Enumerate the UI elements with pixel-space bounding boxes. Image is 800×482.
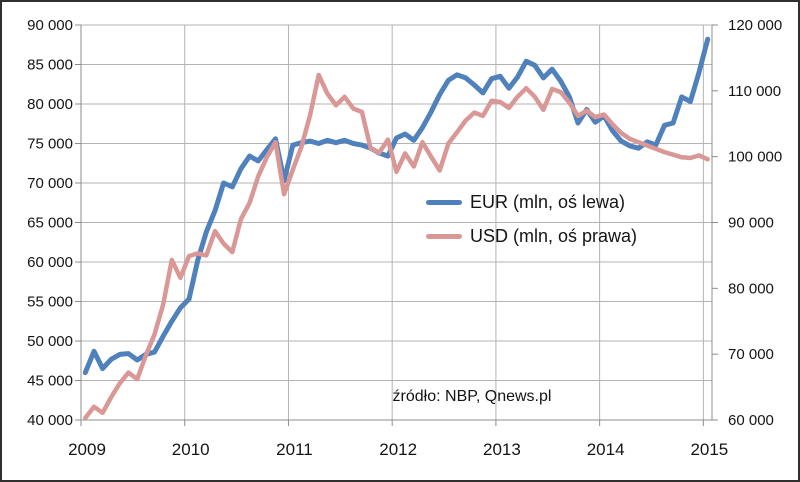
legend-item-eur: EUR (mln, oś lewa): [426, 192, 625, 213]
x-tick-label: 2014: [587, 440, 625, 459]
usd-legend-line: [426, 234, 462, 239]
y-right-tick-label: 100 000: [728, 149, 782, 166]
usd-legend-label: USD (mln, oś prawa): [470, 226, 638, 246]
x-tick-label: 2009: [68, 440, 106, 459]
usd-line: [83, 72, 710, 421]
y-left-tick-label: 60 000: [27, 254, 73, 271]
x-tick-label: 2010: [172, 440, 210, 459]
x-tick-label: 2015: [690, 440, 728, 459]
y-left-tick-label: 40 000: [27, 412, 73, 429]
y-left-tick-label: 50 000: [27, 333, 73, 350]
y-left-tick-label: 45 000: [27, 373, 73, 390]
y-right-tick-label: 80 000: [728, 280, 774, 297]
y-left-tick-label: 90 000: [27, 17, 73, 34]
y-left-tick-label: 55 000: [27, 294, 73, 311]
y-right-tick-label: 60 000: [728, 412, 774, 429]
y-left-tick-label: 70 000: [27, 175, 73, 192]
y-left-tick-label: 80 000: [27, 96, 73, 113]
eur-legend-label: EUR (mln, oś lewa): [470, 192, 626, 212]
y-right-tick-label: 120 000: [728, 17, 782, 34]
y-left-tick-label: 65 000: [27, 215, 73, 232]
eur-legend-line: [426, 200, 462, 205]
y-right-tick-label: 90 000: [728, 215, 774, 232]
y-left-tick-label: 85 000: [27, 57, 73, 74]
y-left-tick-label: 75 000: [27, 136, 73, 153]
x-tick-label: 2011: [276, 440, 313, 459]
y-right-tick-label: 110 000: [728, 83, 781, 100]
legend-item-usd: USD (mln, oś prawa): [426, 226, 637, 247]
source-note: źródło: NBP, Qnews.pl: [392, 388, 552, 405]
x-tick-label: 2012: [379, 440, 417, 459]
x-tick-label: 2013: [483, 440, 521, 459]
y-right-tick-label: 70 000: [728, 346, 774, 363]
